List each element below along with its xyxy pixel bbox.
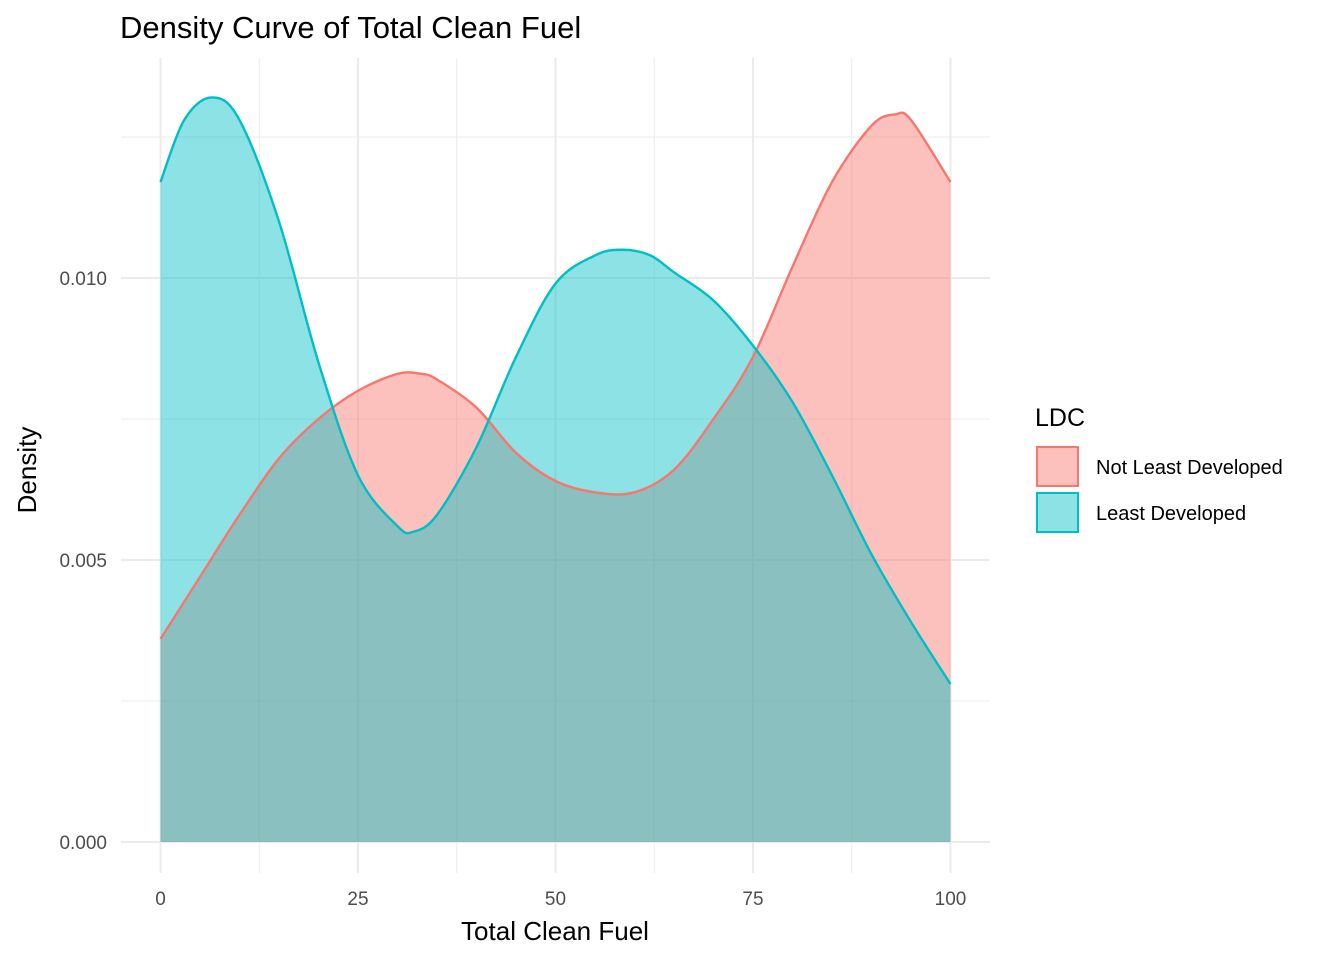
y-tick-label: 0.005 (59, 551, 107, 572)
legend-items: Not Least Developed Least Developed (1036, 446, 1283, 533)
legend-key-swatch (1036, 446, 1079, 487)
legend-label: Not Least Developed (1096, 457, 1283, 479)
x-tick-label: 25 (347, 889, 368, 910)
y-axis-title: Density (12, 427, 42, 514)
y-axis-ticks: 0.000 0.005 0.010 (59, 269, 107, 854)
density-area-series-1 (160, 97, 951, 842)
density-area-series-0 (160, 112, 951, 842)
legend-key-bg (1036, 446, 1079, 487)
density-lines (159, 96, 952, 685)
legend-label: Least Developed (1096, 503, 1246, 525)
density-areas (160, 97, 951, 842)
legend-title: LDC (1035, 404, 1085, 432)
legend: LDC Not Least Developed Least Developed (1035, 404, 1283, 533)
density-line-series-0 (159, 111, 952, 640)
x-axis-title: Total Clean Fuel (461, 916, 649, 946)
x-tick-label: 0 (155, 889, 166, 910)
density-line-series-1 (159, 96, 952, 685)
y-tick-label: 0.010 (59, 269, 107, 290)
x-tick-label: 50 (545, 889, 566, 910)
grid (121, 58, 990, 873)
legend-key-bg (1036, 492, 1079, 533)
x-axis-ticks: 0 25 50 75 100 (155, 889, 966, 910)
x-tick-label: 100 (935, 889, 967, 910)
x-tick-label: 75 (742, 889, 763, 910)
chart-title: Density Curve of Total Clean Fuel (120, 10, 581, 45)
y-tick-label: 0.000 (59, 833, 107, 854)
legend-key-swatch (1036, 492, 1079, 533)
